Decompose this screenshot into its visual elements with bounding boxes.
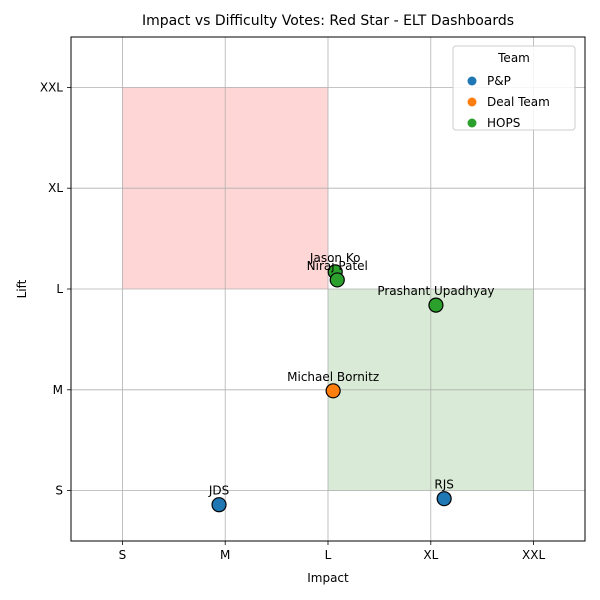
legend-box [452,45,576,131]
data-point [329,272,345,288]
y-axis-label: Lift [15,279,29,298]
legend-marker [467,97,477,107]
y-tick-label: XL [48,181,63,195]
legend-marker [467,118,477,128]
y-tick-label: L [56,282,63,296]
x-axis-label: Impact [307,571,349,585]
legend-entry-label: P&P [487,74,511,88]
legend-entry-label: HOPS [487,116,520,130]
y-tick-label: M [53,383,63,397]
data-point-label: JDS [208,484,229,498]
y-axis-ticks: S M L XL XXL [40,80,71,498]
legend-entry-label: Deal Team [487,95,550,109]
x-tick-label: M [220,548,230,562]
y-tick-label: S [55,484,63,498]
x-tick-label: XL [423,548,438,562]
x-tick-label: L [325,548,332,562]
data-point-label: RJS [434,478,454,492]
data-point-label: Prashant Upadhyay [377,284,494,298]
data-point-label: Michael Bornitz [287,370,379,384]
data-point [428,297,444,313]
data-point-label: Niraj Patel [307,259,368,273]
x-axis-ticks: S M L XL XXL [119,541,545,562]
legend-marker [467,76,477,86]
legend: Team P&P Deal Team HOPS [452,45,576,131]
x-tick-label: XXL [522,548,545,562]
y-tick-label: XXL [40,80,63,94]
legend-title: Team [497,51,530,65]
data-point [211,497,227,513]
x-tick-label: S [119,548,127,562]
data-point [436,491,452,507]
data-point [325,383,341,399]
chart-title: Impact vs Difficulty Votes: Red Star - E… [142,13,514,29]
data-point-label: Jason Ko [309,251,361,265]
